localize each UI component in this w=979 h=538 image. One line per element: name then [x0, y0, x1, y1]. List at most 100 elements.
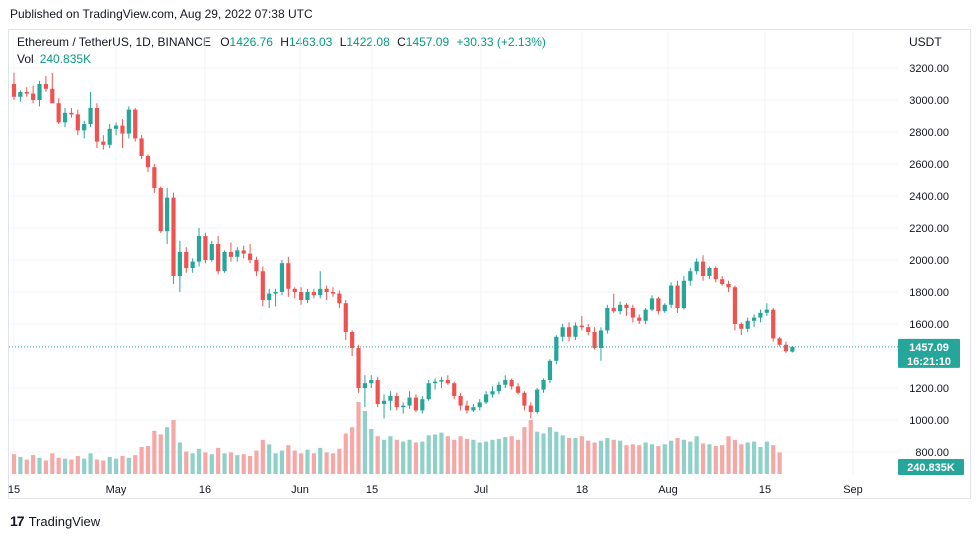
- volume-bar: [152, 430, 157, 474]
- candle: [318, 271, 323, 299]
- volume-bar: [94, 459, 100, 474]
- symbol-title[interactable]: Ethereum / TetherUS, 1D, BINANCE: [17, 35, 211, 49]
- candle: [37, 80, 42, 107]
- volume-bar: [713, 446, 718, 474]
- candle: [509, 378, 514, 390]
- volume-bar: [362, 411, 367, 474]
- candle: [630, 304, 635, 323]
- candle-body: [330, 292, 336, 294]
- candle: [669, 282, 674, 308]
- volume-bar: [305, 449, 310, 474]
- candle-body: [675, 285, 680, 308]
- candle: [764, 303, 769, 316]
- volume-bar: [560, 435, 565, 474]
- volume-bar: [464, 438, 470, 474]
- candle-body: [24, 92, 29, 94]
- volume-bar: [566, 438, 572, 474]
- candle: [107, 124, 112, 148]
- candle-body: [637, 317, 642, 321]
- candle: [605, 304, 610, 334]
- volume-bar: [656, 446, 661, 474]
- volume-bar: [630, 444, 635, 474]
- candle-body: [586, 327, 591, 332]
- candle-body: [535, 389, 540, 412]
- candle: [292, 287, 297, 299]
- candle-body: [107, 128, 112, 145]
- candle: [484, 391, 489, 404]
- candle: [541, 378, 546, 393]
- candle: [515, 383, 521, 395]
- candle: [745, 317, 750, 332]
- volume-bar: [535, 431, 540, 474]
- candle-body: [420, 399, 425, 411]
- candle: [675, 280, 680, 313]
- candle-body: [343, 303, 348, 332]
- candle: [311, 288, 316, 299]
- currency-label[interactable]: USDT: [909, 35, 942, 49]
- chart-legend: Ethereum / TetherUS, 1D, BINANCE O1426.7…: [17, 35, 546, 49]
- candle-body: [184, 252, 189, 268]
- candle: [343, 300, 348, 340]
- volume-bar: [432, 434, 438, 474]
- volume-bar: [56, 457, 61, 474]
- candle: [643, 308, 648, 324]
- grid-lines: [9, 32, 898, 474]
- candle: [62, 108, 68, 128]
- candle-body: [273, 292, 278, 294]
- candle-body: [94, 108, 100, 142]
- candle: [707, 266, 712, 280]
- candle: [260, 266, 265, 307]
- time-axis: 15 May 16 Jun 15 Jul 18 Aug 15 Sep: [8, 484, 863, 496]
- candle-body: [484, 394, 489, 403]
- volume-bar: [190, 453, 195, 474]
- candle: [101, 135, 106, 150]
- candle-body: [18, 92, 23, 97]
- volume-legend: Vol 240.835K: [17, 52, 91, 66]
- volume-bar: [318, 447, 323, 474]
- time-tick-label: May: [106, 484, 127, 496]
- volume-bar: [401, 441, 406, 474]
- volume-bar: [764, 441, 769, 474]
- footer-brand[interactable]: 17 TradingView: [10, 513, 100, 529]
- candle: [299, 287, 304, 305]
- candle-body: [758, 312, 763, 318]
- candle: [158, 186, 163, 233]
- chart-frame[interactable]: [8, 29, 971, 499]
- candle: [337, 290, 342, 308]
- volume-bar: [75, 456, 80, 474]
- candle: [420, 396, 425, 414]
- candle-body: [707, 268, 712, 276]
- candle-body: [305, 292, 310, 300]
- volume-bar: [771, 445, 776, 474]
- candle: [18, 90, 23, 102]
- volume-bar: [69, 459, 74, 474]
- candle: [700, 255, 706, 281]
- candle-body: [515, 386, 521, 393]
- candle: [637, 314, 642, 324]
- candle-body: [560, 327, 565, 337]
- candle-body: [426, 383, 431, 400]
- volume-bar: [267, 444, 272, 474]
- candle-body: [547, 360, 553, 380]
- candle: [31, 85, 36, 104]
- candle-body: [688, 271, 693, 281]
- candle-body: [598, 330, 604, 348]
- candle: [445, 375, 450, 385]
- volume-bar: [82, 458, 87, 474]
- candle: [611, 293, 616, 313]
- time-tick-label: Jun: [291, 484, 309, 496]
- volume-bar: [586, 440, 591, 474]
- volume-bar: [43, 460, 48, 474]
- candle: [24, 87, 29, 97]
- candle-body: [745, 320, 750, 329]
- volume-bar: [343, 433, 348, 474]
- candle: [50, 72, 55, 104]
- volume-bar: [688, 441, 693, 474]
- volume-bar: [522, 427, 527, 474]
- price-axis: 3200.00 3000.00 2800.00 2600.00 2400.00 2200.…: [909, 63, 949, 459]
- candle: [94, 103, 100, 148]
- candle: [145, 154, 151, 172]
- candle: [528, 402, 533, 419]
- candle-body: [101, 141, 106, 145]
